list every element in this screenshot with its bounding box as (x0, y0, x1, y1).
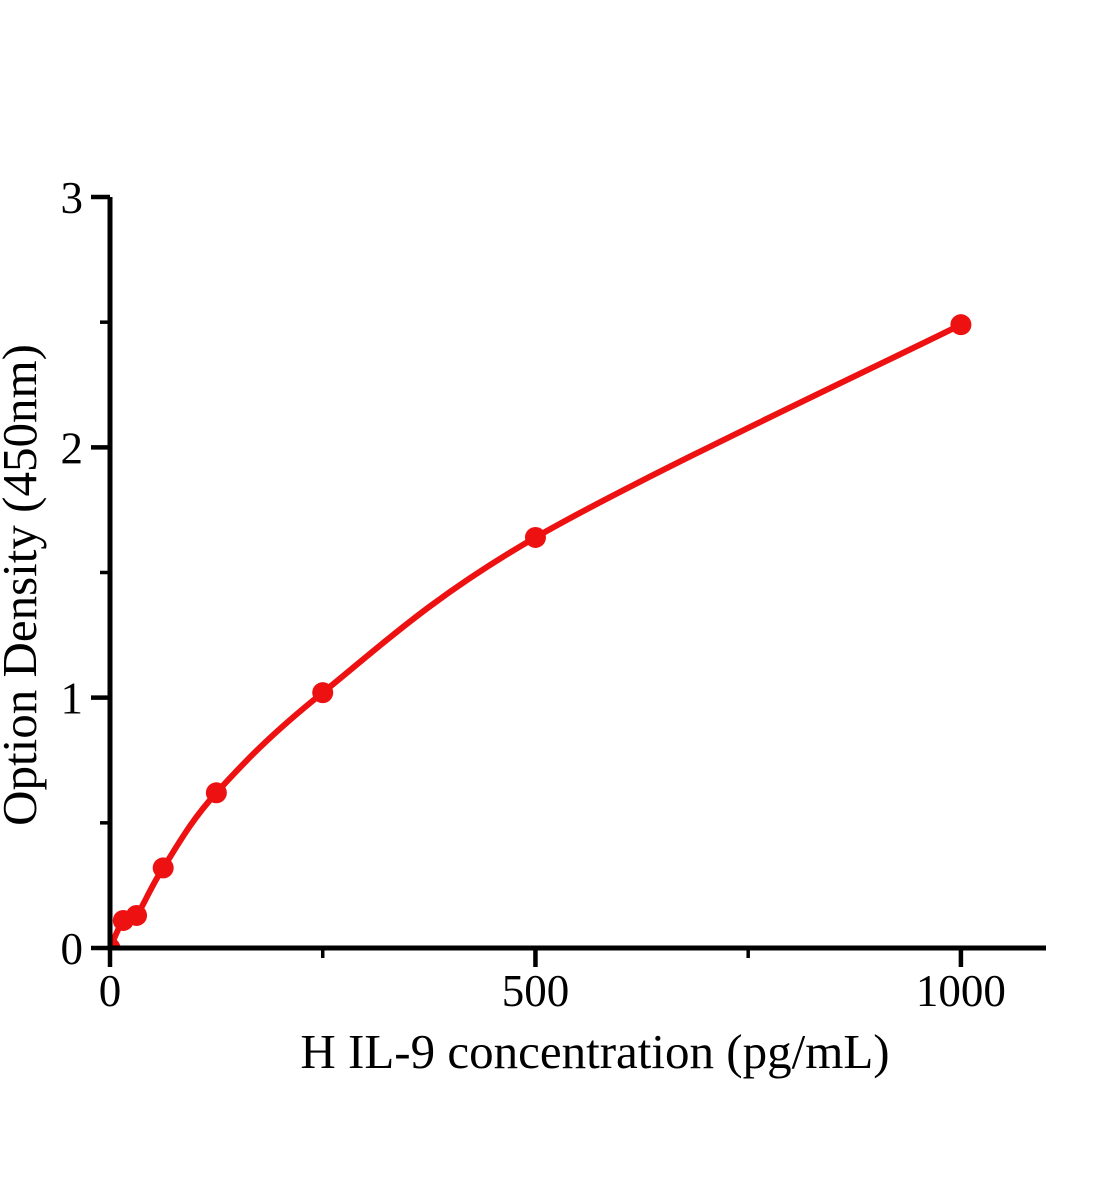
data-point-marker (524, 526, 546, 548)
y-tick-label: 3 (61, 173, 84, 223)
y-tick-label: 1 (61, 674, 84, 724)
y-axis-title: Option Density (450nm) (0, 344, 47, 826)
data-point-marker (126, 904, 148, 926)
x-tick-label: 0 (99, 966, 122, 1016)
data-point-marker (110, 937, 121, 948)
y-tick-label: 0 (61, 924, 84, 974)
data-point-marker (152, 857, 174, 879)
data-point-marker (950, 314, 972, 336)
standard-curve-line (110, 321, 964, 948)
data-point-marker (205, 782, 227, 804)
x-axis-title: H IL-9 concentration (pg/mL) (300, 1024, 889, 1079)
data-layer (110, 314, 972, 948)
x-tick-label: 500 (502, 966, 570, 1016)
y-tick-label: 2 (61, 423, 84, 473)
tick-label-layer: 0 500 1000 0 1 2 3 (61, 173, 1006, 1016)
x-tick-label: 1000 (916, 966, 1006, 1016)
data-point-marker (312, 682, 334, 704)
axis-layer (91, 194, 1046, 967)
